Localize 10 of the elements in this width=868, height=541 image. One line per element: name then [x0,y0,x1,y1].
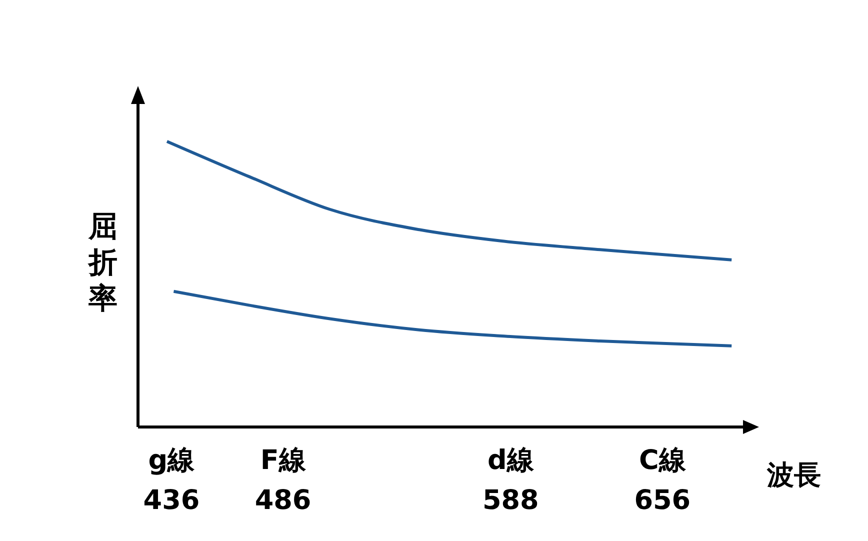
x-tick-label: 436 [143,485,200,516]
text: g線 [148,445,196,476]
x-tick-label: 656 [634,485,691,516]
y-axis-title: 屈折率 [86,208,118,316]
x-axis-title: 波長 [767,459,821,493]
text: F線 [260,445,307,476]
x-tick-label: 588 [482,485,539,516]
text: C線 [639,445,687,476]
text: d線 [488,445,535,476]
x-tick-label: 486 [254,485,312,516]
